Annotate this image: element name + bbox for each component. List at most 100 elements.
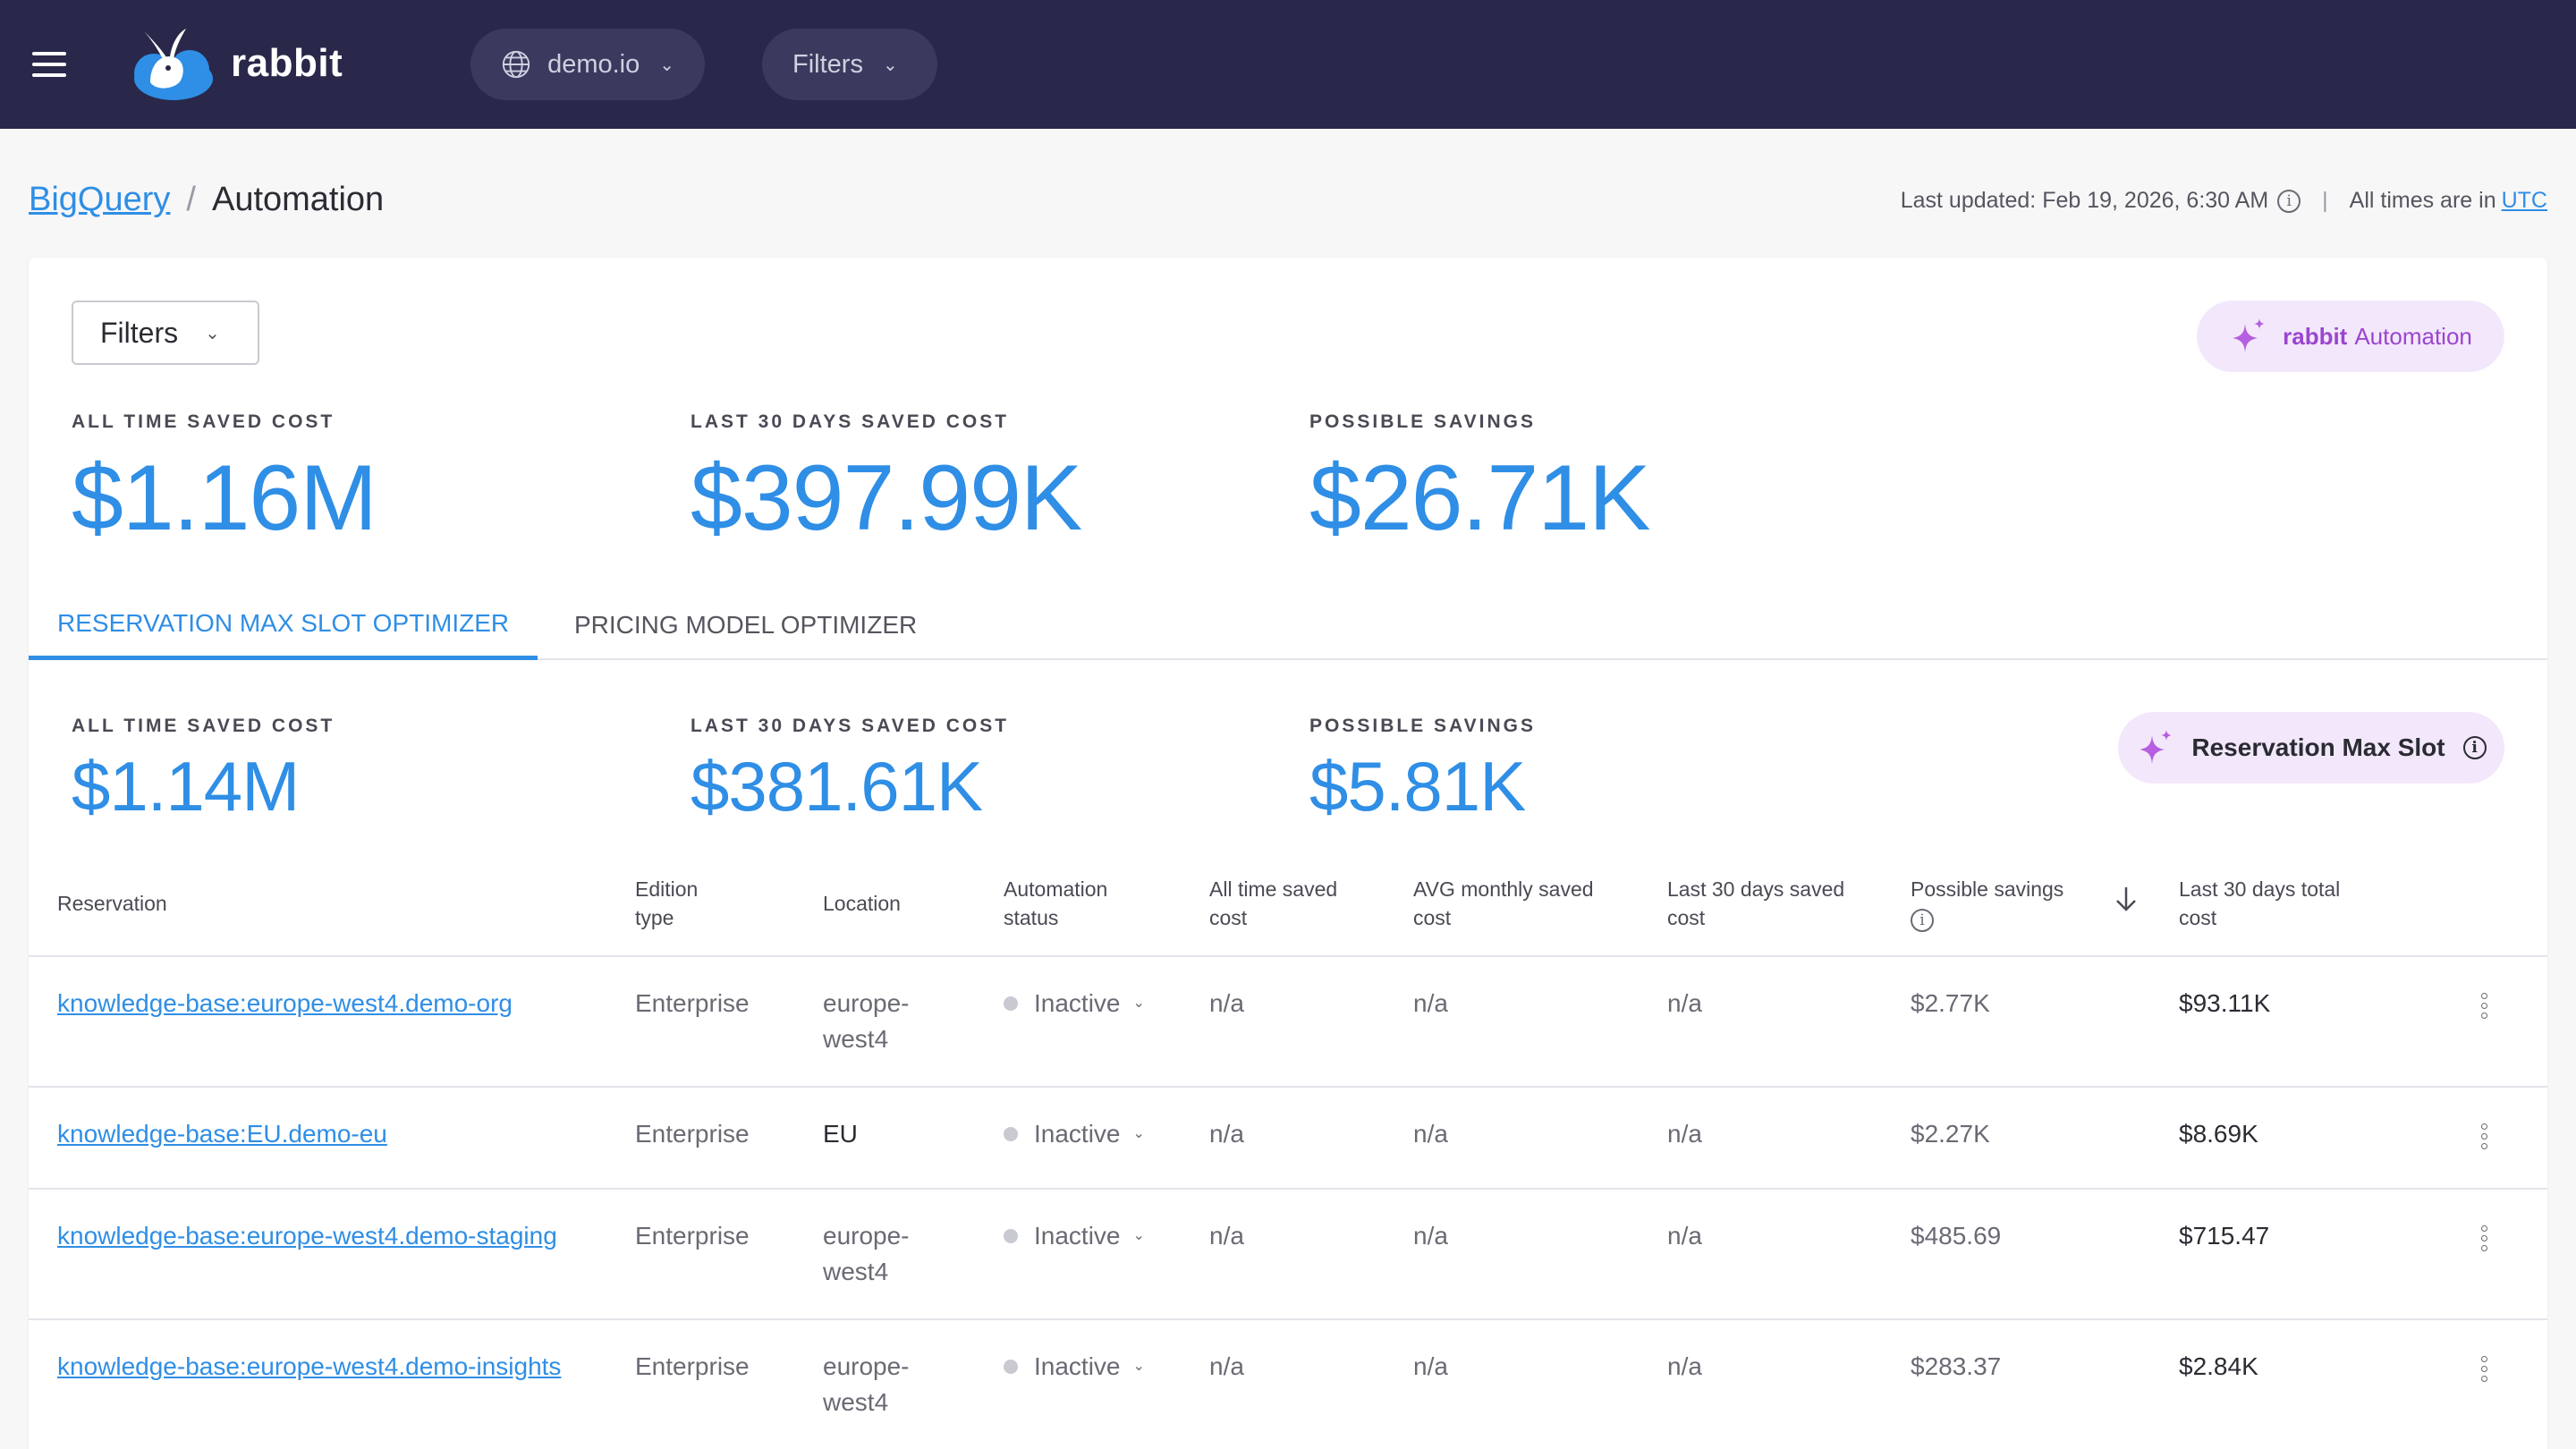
reservation-link[interactable]: knowledge-base:europe-west4.demo-org bbox=[57, 989, 513, 1017]
sparkle-icon bbox=[2140, 730, 2173, 764]
brand-name: rabbit bbox=[231, 41, 343, 85]
location-text: west4 bbox=[823, 1258, 889, 1285]
total-cost-cell: $8.69K bbox=[2179, 1120, 2258, 1148]
last-30-days-saved-cell: n/a bbox=[1667, 989, 1702, 1017]
last-30-days-saved-cell: n/a bbox=[1667, 1352, 1702, 1380]
column-header-possible-savings[interactable]: Possible savings i bbox=[1911, 875, 2063, 932]
chevron-down-icon: ⌄ bbox=[659, 55, 674, 75]
automation-status-dropdown[interactable]: Inactive ⌄ bbox=[1004, 986, 1145, 1021]
reservation-link[interactable]: knowledge-base:EU.demo-eu bbox=[57, 1120, 387, 1148]
automation-status-dropdown[interactable]: Inactive ⌄ bbox=[1004, 1349, 1145, 1385]
breadcrumb-bigquery-link[interactable]: BigQuery bbox=[29, 181, 171, 218]
reservation-link[interactable]: knowledge-base:europe-west4.demo-staging bbox=[57, 1222, 557, 1250]
table-row: knowledge-base:europe-west4.demo-staging… bbox=[29, 1190, 2547, 1320]
column-header-text: AVG monthly saved bbox=[1413, 877, 1594, 901]
column-header-text: cost bbox=[2179, 906, 2217, 929]
metric-label: POSSIBLE SAVINGS bbox=[1309, 716, 1536, 736]
all-time-saved-cell: n/a bbox=[1209, 1222, 1244, 1250]
column-header-location[interactable]: Location bbox=[823, 889, 901, 918]
column-header-last-30-days-total-cost[interactable]: Last 30 days total cost bbox=[2179, 875, 2340, 932]
status-text: Inactive bbox=[1034, 989, 1121, 1017]
sub-metric-all-time-saved: ALL TIME SAVED COST $1.14M bbox=[72, 716, 335, 827]
metric-label: ALL TIME SAVED COST bbox=[72, 411, 335, 432]
metric-value: $397.99K bbox=[691, 446, 1082, 550]
tab-pricing-model-optimizer[interactable]: PRICING MODEL OPTIMIZER bbox=[574, 611, 918, 639]
header-filters-label: Filters bbox=[792, 49, 863, 79]
filters-label: Filters bbox=[100, 316, 179, 349]
info-icon[interactable]: i bbox=[2462, 736, 2487, 759]
column-header-all-time-saved-cost[interactable]: All time saved cost bbox=[1209, 875, 1337, 932]
tab-reservation-max-slot-optimizer[interactable]: RESERVATION MAX SLOT OPTIMIZER bbox=[29, 590, 538, 660]
more-options-icon[interactable] bbox=[2481, 1356, 2490, 1386]
column-header-text: Last 30 days total bbox=[2179, 877, 2341, 901]
metric-label: ALL TIME SAVED COST bbox=[72, 716, 335, 736]
chevron-down-icon: ⌄ bbox=[882, 55, 898, 75]
optimizer-tabs: RESERVATION MAX SLOT OPTIMIZER PRICING M… bbox=[29, 590, 2547, 660]
column-header-last-30-days-saved-cost[interactable]: Last 30 days saved cost bbox=[1667, 875, 1844, 932]
location-cell: EU bbox=[823, 1116, 858, 1152]
avg-monthly-saved-cell: n/a bbox=[1413, 989, 1448, 1017]
reservation-max-slot-button[interactable]: Reservation Max Slot i bbox=[2118, 712, 2504, 784]
sort-descending-icon[interactable] bbox=[2114, 886, 2138, 912]
more-options-icon[interactable] bbox=[2481, 1123, 2490, 1154]
automation-label: Automation bbox=[2354, 322, 2472, 350]
metric-label: LAST 30 DAYS SAVED COST bbox=[691, 411, 1010, 432]
automation-brand: rabbit bbox=[2283, 322, 2348, 350]
edition-cell: Enterprise bbox=[635, 989, 750, 1017]
column-header-edition-type[interactable]: Edition type bbox=[635, 875, 698, 932]
table-row: knowledge-base:europe-west4.demo-insight… bbox=[29, 1320, 2547, 1449]
avg-monthly-saved-cell: n/a bbox=[1413, 1222, 1448, 1250]
all-time-saved-cell: n/a bbox=[1209, 1120, 1244, 1148]
column-header-text: cost bbox=[1413, 906, 1452, 929]
project-name: demo.io bbox=[547, 49, 640, 79]
sub-metric-last-30-days-saved: LAST 30 DAYS SAVED COST $381.61K bbox=[691, 716, 1009, 827]
possible-savings-cell: $283.37 bbox=[1911, 1352, 2002, 1380]
header-filters-button[interactable]: Filters ⌄ bbox=[762, 29, 937, 100]
all-time-saved-cell: n/a bbox=[1209, 1352, 1244, 1380]
metric-label: POSSIBLE SAVINGS bbox=[1309, 411, 1536, 432]
top-bar: rabbit demo.io ⌄ Filters ⌄ bbox=[0, 0, 2576, 129]
globe-icon bbox=[502, 50, 530, 79]
project-selector[interactable]: demo.io ⌄ bbox=[470, 29, 705, 100]
automation-status-dropdown[interactable]: Inactive ⌄ bbox=[1004, 1116, 1145, 1152]
total-cost-cell: $93.11K bbox=[2179, 989, 2271, 1017]
location-text: west4 bbox=[823, 1388, 889, 1416]
reservation-link[interactable]: knowledge-base:europe-west4.demo-insight… bbox=[57, 1352, 562, 1380]
edition-cell: Enterprise bbox=[635, 1352, 750, 1380]
rabbit-automation-button[interactable]: rabbit Automation bbox=[2197, 301, 2504, 372]
more-options-icon[interactable] bbox=[2481, 993, 2490, 1023]
metric-value: $1.16M bbox=[72, 446, 377, 550]
possible-savings-cell: $485.69 bbox=[1911, 1222, 2002, 1250]
total-cost-cell: $2.84K bbox=[2179, 1352, 2258, 1380]
breadcrumb-separator: / bbox=[186, 181, 196, 218]
status-text: Inactive bbox=[1034, 1352, 1121, 1380]
column-header-text: Reservation bbox=[57, 892, 167, 915]
edition-cell: Enterprise bbox=[635, 1222, 750, 1250]
more-options-icon[interactable] bbox=[2481, 1225, 2490, 1256]
chevron-down-icon: ⌄ bbox=[205, 323, 220, 343]
location-cell: europe- west4 bbox=[823, 986, 910, 1057]
automation-card: Filters ⌄ rabbit Automation ALL TIME SAV… bbox=[29, 258, 2547, 1449]
breadcrumb: BigQuery / Automation bbox=[29, 181, 384, 219]
info-icon[interactable]: i bbox=[1911, 909, 1934, 932]
column-header-reservation[interactable]: Reservation bbox=[57, 889, 167, 918]
menu-icon[interactable] bbox=[32, 52, 66, 77]
location-text: EU bbox=[823, 1120, 858, 1148]
avg-monthly-saved-cell: n/a bbox=[1413, 1352, 1448, 1380]
timezone-link[interactable]: UTC bbox=[2501, 188, 2547, 213]
info-icon[interactable]: i bbox=[2277, 189, 2301, 213]
metric-value: $381.61K bbox=[691, 747, 983, 826]
edition-cell: Enterprise bbox=[635, 1120, 750, 1148]
rabbit-logo-icon[interactable] bbox=[123, 27, 216, 102]
column-header-text: cost bbox=[1209, 906, 1248, 929]
column-header-avg-monthly-saved-cost[interactable]: AVG monthly saved cost bbox=[1413, 875, 1594, 932]
metric-possible-savings: POSSIBLE SAVINGS $26.71K bbox=[1309, 411, 1650, 552]
chevron-down-icon: ⌄ bbox=[1132, 1228, 1145, 1243]
metric-all-time-saved: ALL TIME SAVED COST $1.16M bbox=[72, 411, 377, 552]
automation-status-dropdown[interactable]: Inactive ⌄ bbox=[1004, 1218, 1145, 1254]
possible-savings-cell: $2.27K bbox=[1911, 1120, 1990, 1148]
location-cell: europe- west4 bbox=[823, 1349, 910, 1420]
all-time-saved-cell: n/a bbox=[1209, 989, 1244, 1017]
filters-button[interactable]: Filters ⌄ bbox=[72, 301, 259, 365]
column-header-automation-status[interactable]: Automation status bbox=[1004, 875, 1107, 932]
